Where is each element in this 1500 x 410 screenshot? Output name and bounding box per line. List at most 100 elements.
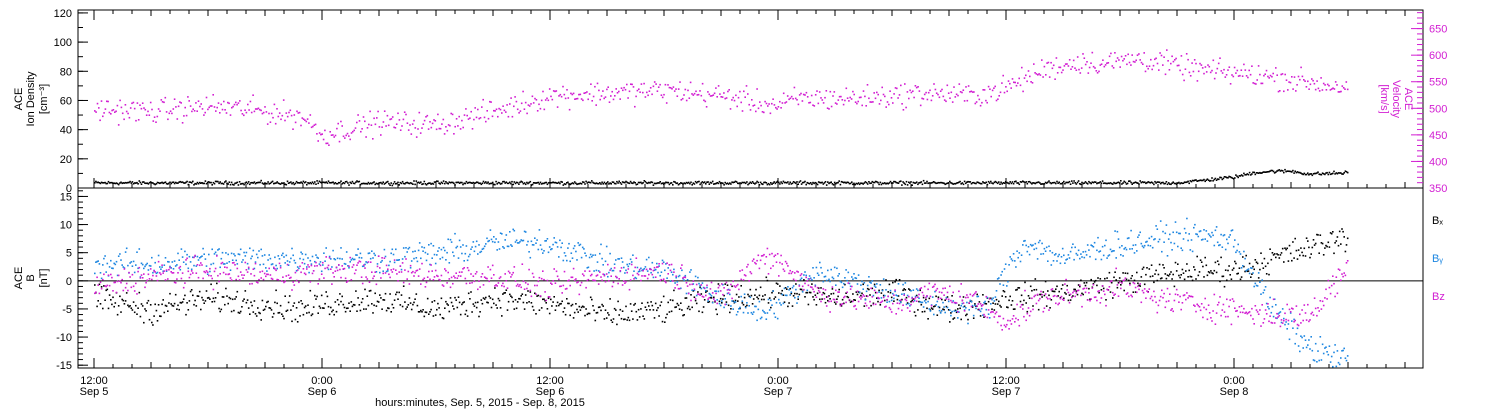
by-point: [227, 253, 229, 256]
bx-point: [605, 317, 608, 319]
density-point: [422, 183, 424, 185]
bx-point: [1311, 246, 1314, 249]
bx-point: [553, 296, 555, 298]
bz-point: [241, 274, 243, 276]
by-point: [993, 300, 996, 302]
bx-point: [1117, 282, 1120, 284]
density-point: [441, 182, 444, 185]
density-point: [1324, 173, 1326, 176]
density-point: [1256, 172, 1259, 174]
velocity-point: [232, 105, 234, 108]
bx-point: [556, 301, 559, 304]
density-point: [146, 182, 148, 184]
velocity-point: [877, 93, 879, 96]
bx-point: [566, 298, 568, 300]
by-point: [318, 263, 321, 265]
velocity-point: [1135, 59, 1137, 62]
velocity-point: [842, 103, 845, 106]
bz-point: [459, 275, 462, 277]
velocity-point: [422, 123, 425, 125]
bx-point: [1069, 299, 1072, 301]
bx-point: [1136, 271, 1138, 274]
by-point: [824, 275, 827, 278]
by-point: [1033, 248, 1035, 251]
by-point: [787, 286, 789, 288]
density-point: [136, 181, 138, 184]
density-point: [497, 181, 500, 184]
velocity-point: [144, 108, 147, 111]
density-point: [844, 181, 846, 184]
velocity-point: [1063, 65, 1066, 67]
density-point: [1222, 177, 1225, 180]
density-point: [1275, 171, 1277, 173]
by-point: [1305, 346, 1308, 349]
by-point: [111, 267, 113, 269]
velocity-point: [1071, 66, 1074, 68]
velocity-point: [841, 99, 844, 101]
density-point: [1132, 182, 1135, 184]
density-point: [901, 184, 903, 186]
velocity-point: [634, 105, 636, 108]
velocity-point: [362, 116, 365, 118]
velocity-point: [693, 92, 696, 95]
bx-point: [224, 303, 226, 306]
velocity-point: [104, 108, 107, 110]
by-point: [531, 244, 534, 246]
density-point: [621, 181, 624, 183]
by-point: [125, 247, 128, 250]
bx-point: [931, 308, 934, 310]
by-point: [481, 248, 484, 250]
bz-point: [113, 281, 115, 284]
by-point: [288, 261, 291, 263]
bx-point: [96, 305, 98, 308]
density-point: [281, 182, 283, 184]
bx-point: [220, 308, 223, 311]
bx-point: [1089, 298, 1091, 300]
by-point: [762, 309, 764, 312]
bz-point: [242, 277, 244, 279]
bx-point: [389, 293, 391, 295]
velocity-point: [779, 100, 781, 103]
velocity-point: [398, 119, 401, 121]
bz-point: [108, 284, 111, 287]
by-point: [1129, 248, 1131, 250]
density-point: [1239, 175, 1242, 177]
velocity-point: [376, 117, 378, 119]
bx-point: [702, 306, 705, 308]
by-point: [560, 246, 562, 249]
density-point: [575, 182, 577, 185]
density-point: [698, 180, 700, 183]
bz-point: [99, 281, 102, 284]
bz-point: [140, 274, 143, 276]
bx-point: [1064, 291, 1066, 294]
density-point: [102, 182, 104, 184]
density-point: [969, 181, 972, 183]
density-point: [908, 181, 910, 184]
velocity-point: [570, 92, 572, 95]
velocity-point: [768, 103, 770, 105]
bx-point: [293, 302, 296, 304]
bx-point: [1259, 268, 1261, 271]
by-point: [115, 260, 118, 263]
density-point: [307, 182, 309, 184]
velocity-point: [951, 101, 954, 103]
density-point: [178, 181, 180, 183]
bx-point: [189, 290, 192, 293]
by-point: [514, 241, 517, 243]
velocity-point: [910, 91, 913, 94]
by-point: [692, 283, 695, 285]
by-point: [830, 268, 832, 271]
by-point: [866, 284, 869, 287]
velocity-point: [683, 94, 685, 96]
density-point: [729, 182, 731, 184]
velocity-point: [737, 96, 740, 99]
velocity-point: [1303, 79, 1305, 81]
density-point: [958, 181, 960, 184]
density-point: [676, 182, 679, 184]
by-point: [652, 276, 655, 279]
velocity-point: [771, 102, 773, 105]
by-point: [1082, 251, 1084, 253]
density-point: [246, 182, 249, 185]
by-point: [99, 272, 102, 274]
